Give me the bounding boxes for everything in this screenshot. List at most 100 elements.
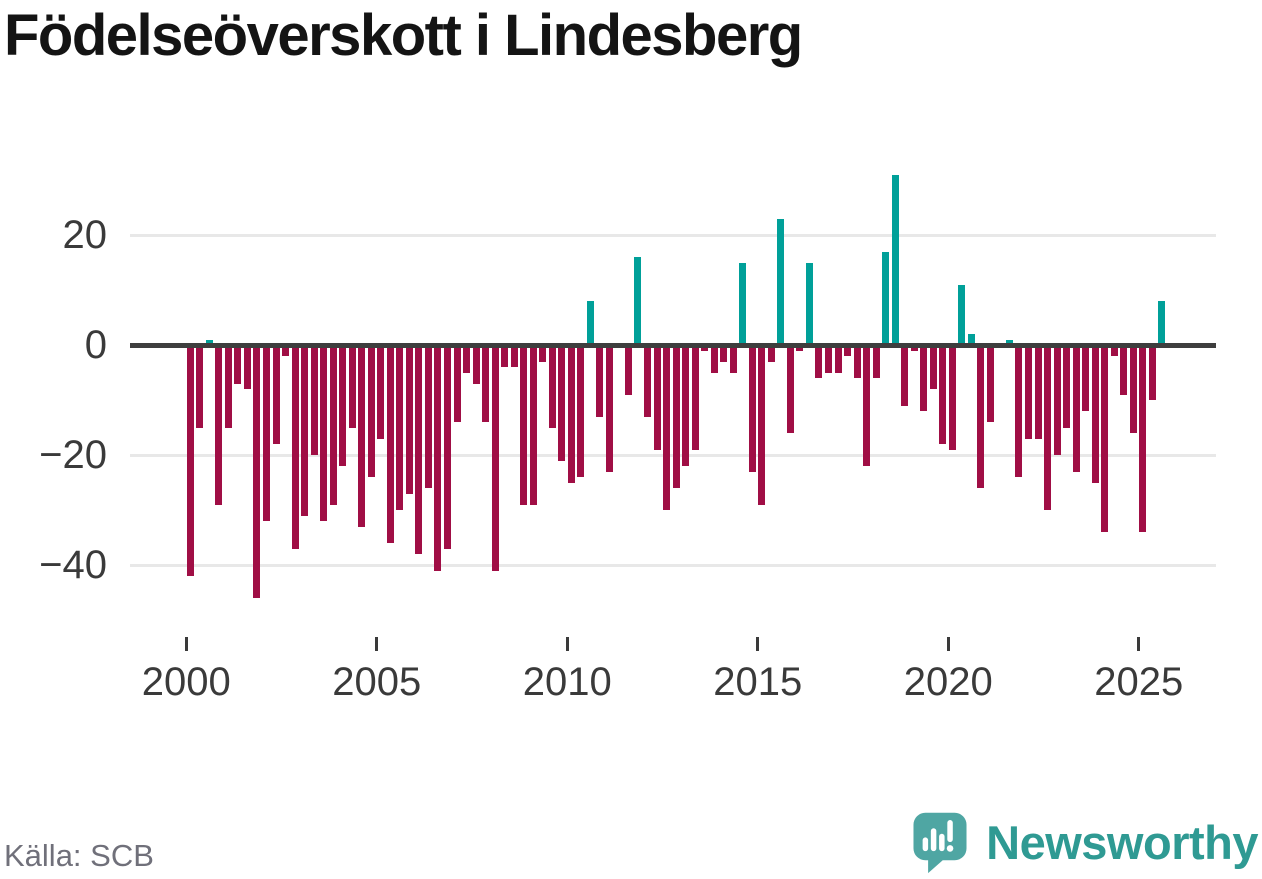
bar-2018Q1 [872, 345, 880, 378]
bar-2005Q4 [405, 345, 413, 494]
bar-2023Q2 [1072, 345, 1080, 472]
bar-2007Q3 [472, 345, 480, 384]
bar-2010Q1 [567, 345, 575, 483]
source-note: Källa: SCB [4, 838, 154, 873]
y-axis-label--40: −40 [39, 543, 107, 587]
bar-2001Q4 [253, 345, 261, 598]
newsworthy-wordmark: Newsworthy [986, 815, 1258, 869]
bar-2019Q4 [939, 345, 947, 444]
bar-2004Q2 [348, 345, 356, 428]
bar-2006Q1 [415, 345, 423, 554]
bar-2002Q3 [282, 345, 290, 356]
chart-title: Födelseöverskott i Lindesberg [4, 3, 803, 68]
bar-2019Q2 [920, 345, 928, 411]
bar-2010Q4 [596, 345, 604, 417]
x-tick-mark-2015 [756, 637, 760, 651]
bar-2009Q2 [539, 345, 547, 362]
bar-2012Q3 [663, 345, 671, 510]
bar-2001Q3 [243, 345, 251, 389]
bar-2012Q2 [653, 345, 661, 450]
x-axis-label-2025: 2025 [1094, 660, 1184, 704]
bar-2008Q1 [491, 345, 499, 571]
bar-2014Q4 [748, 345, 756, 472]
bar-2008Q3 [510, 345, 518, 367]
bar-2022Q3 [1044, 345, 1052, 510]
bar-2023Q1 [1063, 345, 1071, 428]
bar-2010Q3 [586, 301, 594, 345]
bar-2006Q3 [434, 345, 442, 571]
bar-2006Q2 [424, 345, 432, 488]
x-tick-mark-2000 [184, 637, 188, 651]
bar-2024Q4 [1129, 345, 1137, 433]
bar-2000Q3 [205, 339, 213, 345]
bar-2010Q2 [577, 345, 585, 477]
bar-2012Q1 [644, 345, 651, 417]
bar-2011Q3 [624, 345, 632, 395]
bar-2004Q4 [367, 345, 375, 477]
bar-2007Q2 [463, 345, 471, 373]
bar-2025Q1 [1139, 345, 1147, 532]
bar-2002Q2 [272, 345, 280, 444]
bar-2017Q2 [844, 345, 852, 356]
bar-2000Q2 [196, 345, 204, 428]
bar-2003Q1 [301, 345, 309, 516]
bar-2013Q1 [682, 345, 690, 466]
bar-2007Q1 [453, 345, 461, 422]
x-axis-label-2020: 2020 [903, 660, 993, 704]
y-axis-label-20: 20 [62, 213, 108, 257]
bar-2021Q4 [1015, 345, 1023, 477]
bar-2020Q4 [977, 345, 985, 488]
newsworthy-bubble-bar-chart-icon [913, 812, 967, 874]
x-tick-mark-2005 [375, 637, 379, 651]
bar-2011Q1 [605, 345, 613, 472]
x-axis-label-2010: 2010 [522, 660, 612, 704]
bar-2012Q4 [672, 345, 680, 488]
bar-2014Q2 [729, 345, 737, 373]
bar-2016Q2 [805, 262, 813, 345]
bar-2018Q4 [901, 345, 909, 406]
bar-2002Q4 [291, 345, 299, 549]
gridline-y--40 [130, 563, 1216, 567]
bar-2019Q3 [929, 345, 937, 389]
bar-2005Q1 [377, 345, 385, 439]
bar-2013Q4 [710, 345, 718, 373]
bar-2017Q4 [863, 345, 871, 466]
bar-2008Q4 [520, 345, 528, 505]
bar-2022Q1 [1025, 345, 1032, 439]
bar-2019Q1 [910, 345, 918, 351]
bar-2000Q1 [186, 345, 194, 576]
bar-2016Q4 [824, 345, 832, 373]
bar-2014Q3 [739, 262, 747, 345]
bar-2016Q3 [815, 345, 823, 378]
bar-2001Q1 [224, 345, 232, 428]
y-axis-label-0: 0 [84, 323, 107, 367]
bar-2020Q2 [958, 284, 966, 345]
bar-2017Q3 [853, 345, 861, 378]
bar-2008Q2 [501, 345, 509, 367]
bar-2022Q4 [1053, 345, 1061, 455]
bar-2001Q2 [234, 345, 242, 384]
bar-2006Q4 [443, 345, 451, 549]
bar-2004Q1 [339, 345, 347, 466]
bar-2017Q1 [834, 345, 842, 373]
bar-2009Q3 [548, 345, 556, 428]
bar-2009Q4 [558, 345, 566, 461]
bar-2013Q3 [701, 345, 709, 351]
bar-2003Q3 [320, 345, 328, 521]
x-tick-mark-2020 [946, 637, 950, 651]
bar-2025Q3 [1158, 301, 1166, 345]
bar-2015Q4 [786, 345, 794, 433]
bar-2016Q1 [796, 345, 804, 351]
bar-2003Q2 [310, 345, 318, 455]
bar-2015Q1 [758, 345, 766, 505]
bar-2018Q2 [882, 251, 890, 345]
bar-2005Q3 [396, 345, 404, 510]
bar-2014Q1 [720, 345, 728, 362]
gridline-y-20 [130, 233, 1216, 237]
bar-2011Q4 [634, 257, 642, 345]
bar-2000Q4 [215, 345, 223, 505]
x-axis-label-2015: 2015 [713, 660, 803, 704]
bar-2005Q2 [386, 345, 394, 543]
bar-2002Q1 [263, 345, 270, 521]
